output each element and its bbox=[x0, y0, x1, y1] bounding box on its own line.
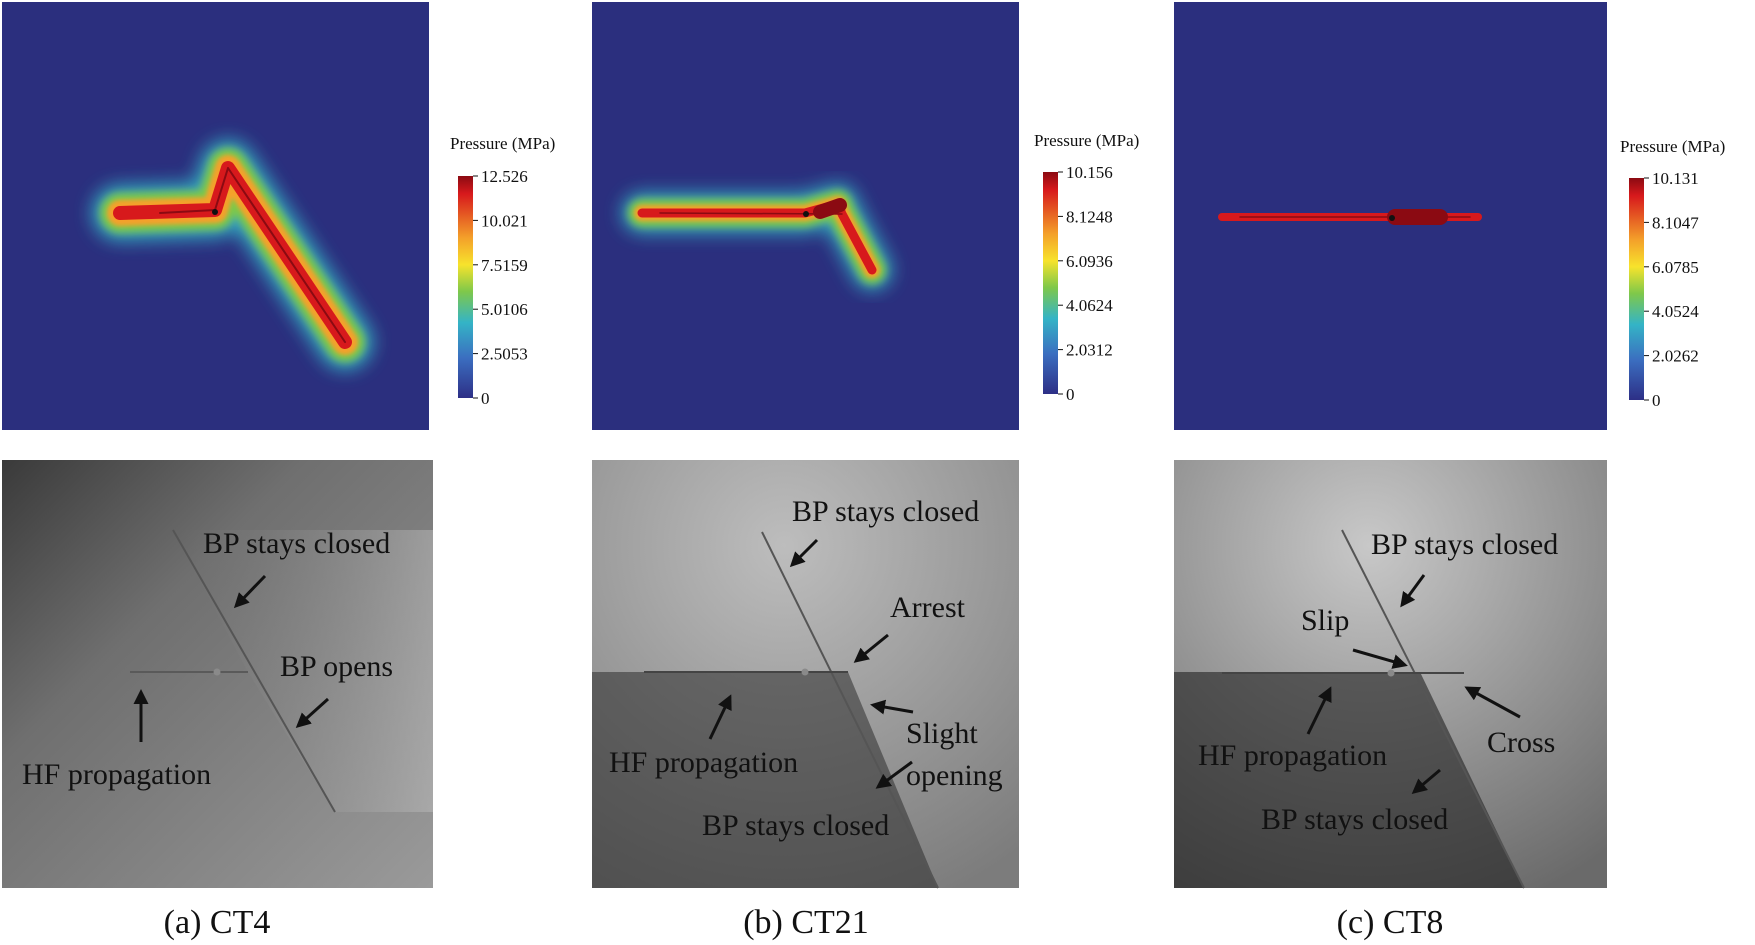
pressure-scale-ct4: Pressure (MPa) 12.526 10.021 7.5159 5.0106 2… bbox=[450, 134, 555, 408]
grayscale-model-ct21: BP stays closed Arrest Slight opening HF… bbox=[592, 460, 1019, 889]
colorbar-tick-label: 8.1248 bbox=[1066, 207, 1113, 226]
scale-title: Pressure (MPa) bbox=[1034, 131, 1139, 150]
colorbar-tick-label: 10.156 bbox=[1066, 163, 1113, 182]
annotation-slight: Slight bbox=[906, 717, 978, 750]
annotation-opening: opening bbox=[906, 759, 1003, 792]
annotation-hf-propagation: HF propagation bbox=[609, 746, 798, 779]
caption-ct4: (a) CT4 bbox=[164, 904, 271, 941]
caption-ct21: (b) CT21 bbox=[743, 904, 869, 941]
annotation-arrest: Arrest bbox=[890, 591, 966, 624]
annotation-hf-propagation: HF propagation bbox=[1198, 739, 1387, 772]
annotation-hf-propagation: HF propagation bbox=[22, 758, 211, 791]
colorbar-tick-label: 10.131 bbox=[1652, 169, 1699, 188]
colorbar-tick-label: 0 bbox=[481, 389, 490, 408]
annotation-bp-stays-closed: BP stays closed bbox=[1371, 528, 1558, 561]
colorbar-tick-label: 12.526 bbox=[481, 167, 528, 186]
colorbar-tick-label: 4.0624 bbox=[1066, 296, 1113, 315]
contour-plot-ct21 bbox=[592, 2, 1019, 430]
contour-plot-ct8 bbox=[1174, 2, 1607, 430]
bedding-plane bbox=[172, 529, 336, 813]
annotation-bp-stays-closed: BP stays closed bbox=[792, 495, 979, 528]
contour-plot-ct4 bbox=[2, 2, 429, 430]
colorbar-tick-label: 7.5159 bbox=[481, 256, 528, 275]
colorbar-tick-label: 4.0524 bbox=[1652, 302, 1699, 321]
colorbar-tick-label: 0 bbox=[1066, 385, 1075, 404]
scale-title: Pressure (MPa) bbox=[450, 134, 555, 153]
colorbar-tick-label: 2.0262 bbox=[1652, 347, 1699, 366]
annotation-bp-stays-closed-lower: BP stays closed bbox=[1261, 803, 1448, 836]
colorbar bbox=[1629, 178, 1644, 400]
grayscale-model-ct4: BP stays closed BP opens HF propagation bbox=[2, 460, 433, 888]
colorbar-tick-label: 6.0785 bbox=[1652, 258, 1699, 277]
colorbar-tick-label: 2.0312 bbox=[1066, 341, 1113, 360]
scale-title: Pressure (MPa) bbox=[1620, 137, 1725, 156]
bedding-plane bbox=[761, 531, 939, 889]
caption-ct8: (c) CT8 bbox=[1337, 904, 1444, 941]
annotation-bp-stays-closed-lower: BP stays closed bbox=[702, 809, 889, 842]
annotation-cross: Cross bbox=[1487, 726, 1555, 759]
annotation-bp-stays-closed: BP stays closed bbox=[203, 527, 390, 560]
colorbar bbox=[1043, 172, 1058, 394]
colorbar-tick-label: 2.5053 bbox=[481, 345, 528, 364]
colorbar-tick-label: 10.021 bbox=[481, 211, 528, 230]
bedding-plane bbox=[1341, 529, 1525, 889]
annotation-slip: Slip bbox=[1301, 604, 1349, 637]
colorbar bbox=[458, 176, 473, 398]
pressure-scale-ct8: Pressure (MPa) 10.131 8.1047 6.0785 4.0524 2… bbox=[1620, 137, 1725, 410]
colorbar-tick-label: 8.1047 bbox=[1652, 213, 1699, 232]
colorbar-tick-label: 6.0936 bbox=[1066, 252, 1113, 271]
colorbar-tick-label: 5.0106 bbox=[481, 300, 528, 319]
annotation-bp-opens: BP opens bbox=[280, 650, 393, 683]
colorbar-tick-label: 0 bbox=[1652, 391, 1661, 410]
grayscale-model-ct8: BP stays closed Slip Cross HF propagatio… bbox=[1174, 460, 1607, 889]
pressure-scale-ct21: Pressure (MPa) 10.156 8.1248 6.0936 4.0624 2… bbox=[1034, 131, 1139, 404]
